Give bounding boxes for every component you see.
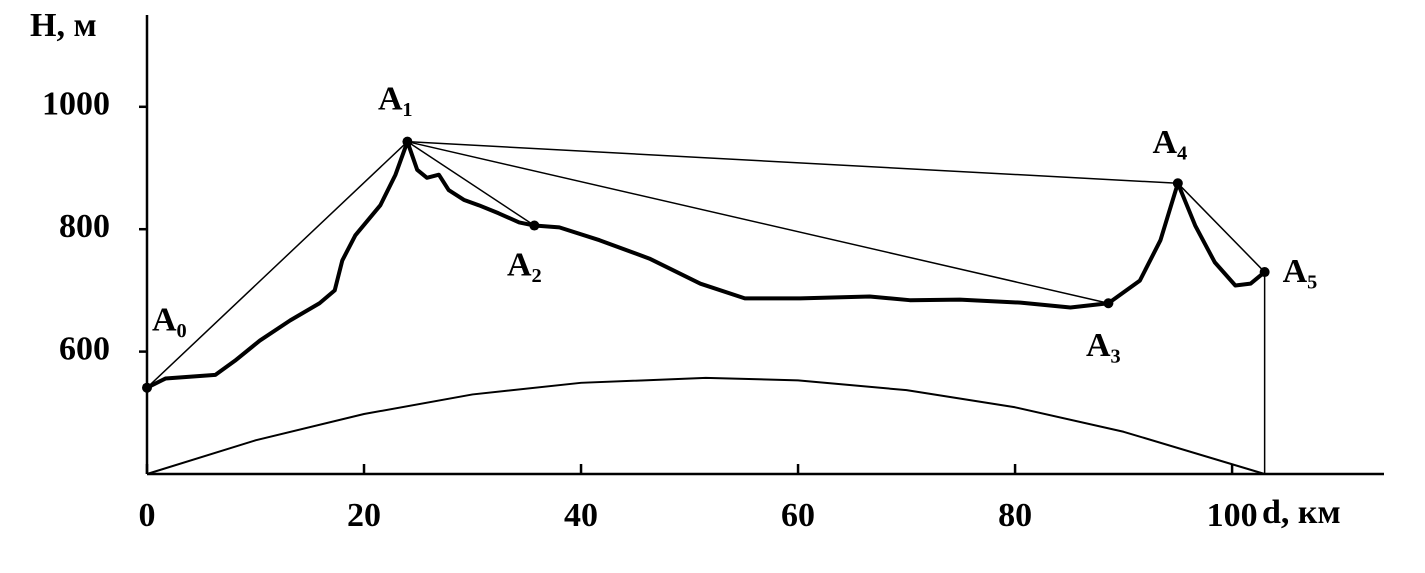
point [142,382,152,393]
point-label: A₀ [152,302,187,339]
point [402,136,413,147]
point-label: A₃ [1086,327,1121,364]
point [1259,267,1270,278]
point [1172,178,1183,189]
point-label: A₂ [507,246,542,283]
point [1103,298,1114,309]
x-tick-label: 100 [1207,497,1258,534]
sight-line [146,141,408,389]
x-tick-label: 80 [998,497,1032,534]
sight-line [407,141,535,227]
y-tick-label: 600 [59,330,110,367]
sight-line [1177,182,1266,273]
point-label: A₄ [1152,124,1187,161]
terrain-profile [146,139,1266,390]
sight-line [407,140,1178,185]
y-axis-label: H, м [30,7,97,44]
y-tick-label: 1000 [42,86,110,123]
x-tick-label: 60 [781,497,815,534]
point [529,220,540,231]
point-label: A₅ [1283,253,1318,290]
y-tick-label: 800 [59,208,110,245]
sight-line [407,140,1109,304]
x-tick-label: 40 [564,497,598,534]
point-label: A₁ [378,80,413,117]
x-axis-label: d, км [1262,494,1341,531]
earth-curvature [146,376,1265,475]
x-tick-label: 20 [347,497,381,534]
x-tick-label: 0 [139,497,156,534]
